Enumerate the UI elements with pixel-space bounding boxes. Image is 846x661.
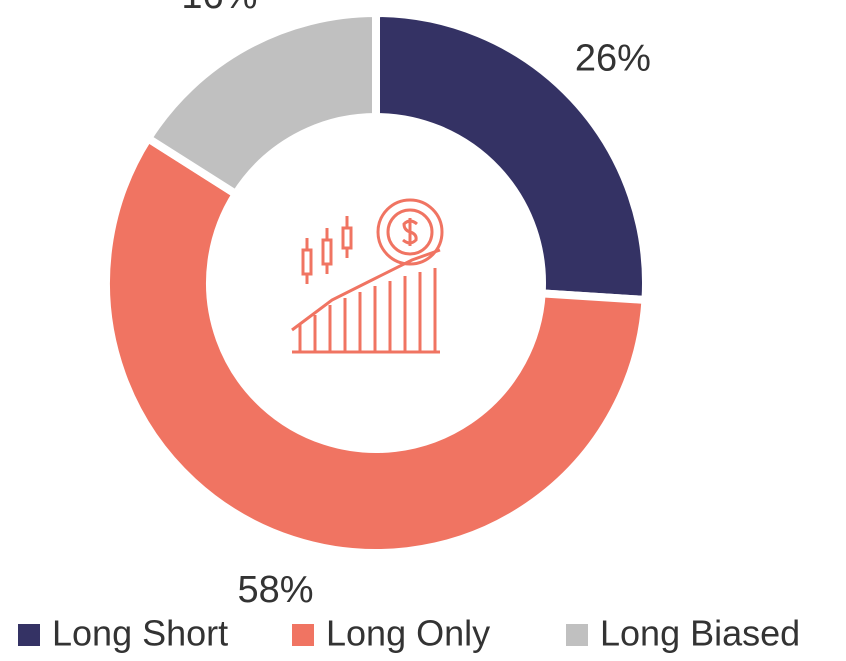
legend-label: Long Only (326, 613, 490, 654)
legend-swatch (292, 624, 314, 646)
legend-swatch (18, 624, 40, 646)
slice (142, 8, 380, 200)
data-label: 58% (238, 569, 314, 611)
legend-label: Long Short (52, 613, 228, 654)
slice (102, 132, 650, 557)
legend-swatch (566, 624, 588, 646)
data-label: 16% (181, 0, 257, 17)
slice (372, 8, 650, 305)
data-label: 26% (575, 38, 651, 80)
center-icon (291, 198, 444, 354)
legend-label: Long Biased (600, 613, 800, 654)
